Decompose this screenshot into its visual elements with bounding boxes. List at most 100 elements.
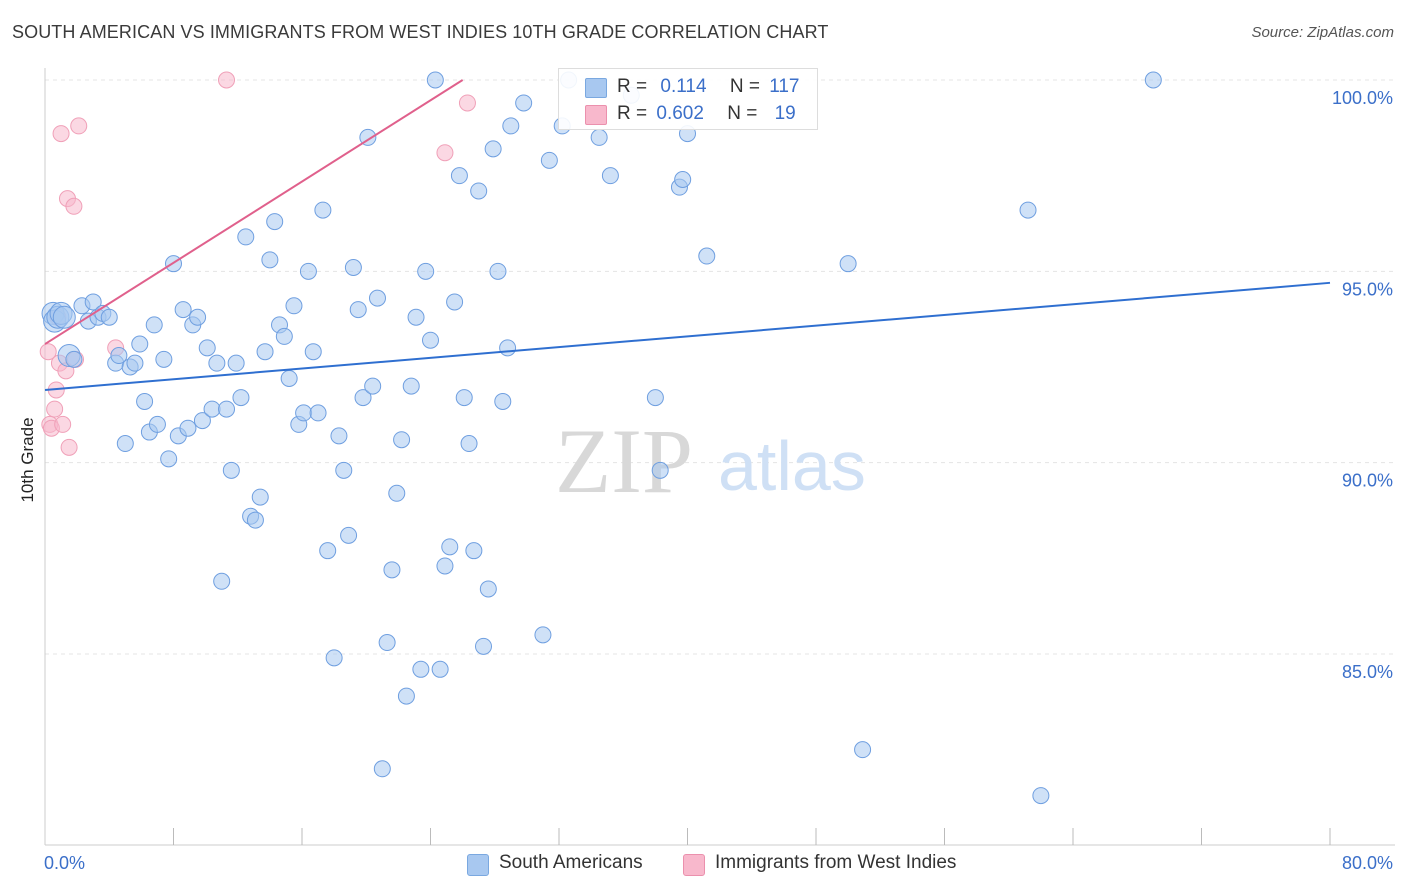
- point-south-americans: [502, 117, 520, 135]
- x-ticks: [173, 828, 1331, 845]
- point-south-americans: [251, 488, 269, 506]
- point-south-americans: [179, 419, 197, 437]
- point-south-americans: [193, 412, 211, 430]
- legend-swatch-pink: [585, 105, 607, 125]
- point-south-americans: [646, 389, 664, 407]
- point-south-americans: [364, 377, 382, 395]
- x-tick-label-min: 0.0%: [44, 853, 85, 873]
- point-west-indies: [52, 125, 70, 143]
- trend-line-south-americans: [44, 281, 1331, 391]
- point-south-americans: [65, 350, 83, 368]
- point-south-americans: [246, 511, 264, 529]
- bottom-legend-swatch-blue: [467, 854, 489, 876]
- point-south-americans: [344, 259, 362, 277]
- point-south-americans: [383, 561, 401, 579]
- point-south-americans: [136, 392, 154, 410]
- point-south-americans: [378, 634, 396, 652]
- legend-n-value: 19: [774, 103, 796, 124]
- point-south-americans: [1019, 201, 1037, 219]
- point-south-americans: [319, 542, 337, 560]
- point-south-americans: [388, 484, 406, 502]
- point-south-americans: [198, 339, 216, 357]
- point-south-americans: [208, 354, 226, 372]
- point-south-americans: [189, 308, 207, 326]
- point-south-americans: [237, 228, 255, 246]
- point-south-americans: [126, 354, 144, 372]
- legend-swatch-blue: [585, 78, 607, 98]
- point-south-americans: [349, 301, 367, 319]
- point-south-americans: [213, 572, 231, 590]
- point-west-indies: [65, 197, 83, 215]
- point-south-americans: [839, 255, 857, 273]
- point-south-americans: [475, 637, 493, 655]
- point-south-americans: [426, 71, 444, 89]
- bottom-legend-label: Immigrants from West Indies: [715, 852, 957, 873]
- bottom-legend-swatch-pink: [683, 854, 705, 876]
- legend-r-value: 0.602: [656, 103, 704, 124]
- point-south-americans: [232, 389, 250, 407]
- point-south-americans: [148, 415, 166, 433]
- point-south-americans: [540, 151, 558, 169]
- x-tick-label-max: 80.0%: [1342, 853, 1393, 873]
- watermark: ZIP atlas: [555, 410, 866, 512]
- legend-n-label: N =: [727, 103, 758, 124]
- y-tick-labels: 85.0% 90.0% 95.0% 100.0%: [1332, 88, 1393, 682]
- y-axis-label: 10th Grade: [18, 417, 37, 503]
- point-south-americans: [651, 461, 669, 479]
- point-south-americans: [295, 404, 313, 422]
- y-tick-label: 85.0%: [1342, 662, 1393, 682]
- point-south-americans: [412, 660, 430, 678]
- point-south-americans: [335, 461, 353, 479]
- legend-r-label: R =: [617, 103, 648, 124]
- point-south-americans: [601, 167, 619, 185]
- point-south-americans: [218, 400, 236, 418]
- point-west-indies: [218, 71, 236, 89]
- point-south-americans: [407, 308, 425, 326]
- point-south-americans: [515, 94, 533, 112]
- y-tick-label: 100.0%: [1332, 88, 1393, 108]
- point-west-indies: [70, 117, 88, 135]
- point-south-americans: [309, 404, 327, 422]
- series-immigrants-west-indies: [39, 71, 476, 456]
- y-tick-label: 95.0%: [1342, 279, 1393, 299]
- watermark-zip: ZIP: [555, 410, 693, 512]
- point-south-americans: [280, 369, 298, 387]
- point-south-americans: [285, 297, 303, 315]
- point-south-americans: [465, 542, 483, 560]
- y-tick-label: 90.0%: [1342, 471, 1393, 491]
- gridlines: [45, 79, 1395, 655]
- point-south-americans: [131, 335, 149, 353]
- legend-n-value: 117: [769, 76, 800, 97]
- point-south-americans: [590, 128, 608, 146]
- point-south-americans: [534, 626, 552, 644]
- point-south-americans: [417, 262, 435, 280]
- point-south-americans: [450, 167, 468, 185]
- point-west-indies: [60, 438, 78, 456]
- point-south-americans: [1032, 787, 1050, 805]
- point-south-americans: [299, 262, 317, 280]
- trend-lines: [44, 79, 1331, 391]
- point-south-americans: [266, 213, 284, 231]
- point-west-indies: [54, 415, 72, 433]
- point-south-americans: [402, 377, 420, 395]
- legend-r-label: R =: [617, 76, 648, 97]
- point-south-americans: [155, 350, 173, 368]
- chart-title: SOUTH AMERICAN VS IMMIGRANTS FROM WEST I…: [12, 22, 829, 42]
- point-south-americans: [203, 400, 221, 418]
- point-south-americans: [494, 392, 512, 410]
- point-south-americans: [698, 247, 716, 265]
- point-south-americans: [110, 347, 128, 365]
- point-south-americans: [368, 289, 386, 307]
- point-south-americans: [222, 461, 240, 479]
- trend-line-west-indies: [44, 79, 464, 345]
- stats-legend: R = 0.114 N = 117 R = 0.602 N = 19: [558, 68, 818, 130]
- point-south-americans: [489, 262, 507, 280]
- source-label: Source: ZipAtlas.com: [1251, 24, 1394, 41]
- point-west-indies: [436, 144, 454, 162]
- point-south-americans: [470, 182, 488, 200]
- point-west-indies: [39, 343, 57, 361]
- point-south-americans: [174, 301, 192, 319]
- bottom-legend-label: South Americans: [499, 852, 643, 873]
- point-south-americans: [373, 760, 391, 778]
